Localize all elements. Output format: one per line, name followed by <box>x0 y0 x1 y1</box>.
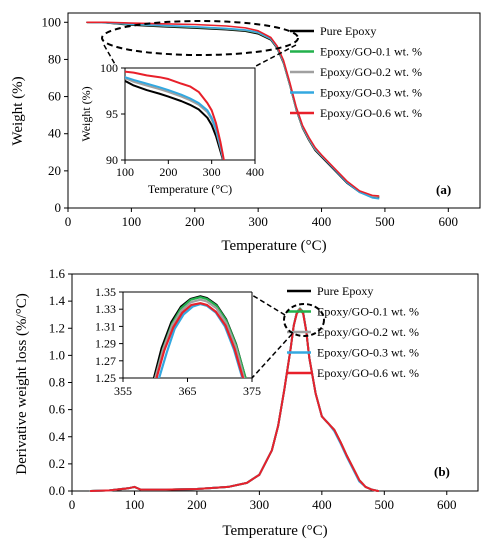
panel-a-inset-ticks: 100 200 300 400 90 95 100 <box>100 61 264 179</box>
legend-entry: Epoxy/GO-0.6 wt. % <box>320 106 422 120</box>
panel-b-y-label: Derivative weight loss (%/°C) <box>14 293 30 474</box>
y-tick-label: 1.2 <box>49 320 65 335</box>
x-tick-label: 355 <box>114 384 132 398</box>
y-tick-label: 40 <box>48 126 61 141</box>
x-tick-label: 200 <box>159 165 177 179</box>
y-tick-label: 20 <box>48 163 61 178</box>
y-tick-label: 1.4 <box>49 293 66 308</box>
y-tick-label: 0.2 <box>49 456 65 471</box>
legend-entry: Epoxy/GO-0.2 wt. % <box>317 325 419 339</box>
y-tick-label: 95 <box>106 107 118 121</box>
panel-a-frame <box>67 12 481 209</box>
x-tick-label: 0 <box>65 214 72 229</box>
panel-a-inset: 100 200 300 400 90 95 100 Temperature (°C) Wei… <box>79 61 264 196</box>
panel-b-zoom-connector-bottom <box>251 333 293 379</box>
x-tick-label: 300 <box>248 214 268 229</box>
x-tick-label: 200 <box>187 497 207 512</box>
x-tick-label: 100 <box>116 165 134 179</box>
panel-a-zoom-connector-left <box>103 44 117 67</box>
panel-a-legend: Pure Epoxy Epoxy/GO-0.1 wt. % Epoxy/GO-0.2… <box>290 24 422 120</box>
y-tick-label: 100 <box>42 14 62 29</box>
y-tick-label: 0.0 <box>49 483 65 498</box>
panel-a-inset-x-label: Temperature (°C) <box>148 182 232 196</box>
y-tick-label: 1.6 <box>49 266 66 281</box>
panel-b-inset-series <box>152 295 247 378</box>
panel-a-inset-series <box>125 70 225 160</box>
x-tick-label: 300 <box>203 165 221 179</box>
series-line <box>125 70 225 160</box>
legend-entry: Pure Epoxy <box>320 24 376 38</box>
panel-b-x-ticks: 0 100 200 300 400 500 600 <box>69 491 457 512</box>
x-tick-label: 500 <box>375 214 395 229</box>
y-tick-label: 0.4 <box>49 429 66 444</box>
y-tick-label: 90 <box>106 153 118 167</box>
x-tick-label: 500 <box>375 497 395 512</box>
panel-b-inset: 355 365 375 1.25 1.27 1.29 1.31 1.33 1.35 <box>95 285 261 398</box>
y-tick-label: 1.33 <box>95 302 116 316</box>
y-tick-label: 1.29 <box>95 337 116 351</box>
panel-a-y-ticks: 0 20 40 60 80 100 <box>42 14 68 215</box>
legend-entry: Epoxy/GO-0.3 wt. % <box>320 86 422 100</box>
y-tick-label: 100 <box>100 61 118 75</box>
x-tick-label: 375 <box>243 384 261 398</box>
legend-entry: Epoxy/GO-0.1 wt. % <box>320 45 422 59</box>
y-tick-label: 80 <box>48 51 61 66</box>
x-tick-label: 400 <box>312 497 332 512</box>
y-tick-label: 1.0 <box>49 347 65 362</box>
panel-a-inset-frame <box>124 67 256 161</box>
series-line <box>89 308 380 492</box>
legend-entry: Pure Epoxy <box>317 284 373 298</box>
panel-a-zoom-ellipse <box>101 20 299 56</box>
panel-b: 0 100 200 300 400 500 600 0.0 0.2 0.4 0.6 0.8 1.0 1.… <box>14 266 479 539</box>
y-tick-label: 1.25 <box>95 371 116 385</box>
panel-a: 0 100 200 300 400 500 600 0 20 40 60 80 100 Tempera… <box>10 12 481 254</box>
x-tick-label: 400 <box>312 214 332 229</box>
series-line <box>155 302 245 378</box>
x-tick-label: 300 <box>250 497 270 512</box>
legend-entry: Epoxy/GO-0.6 wt. % <box>317 366 419 380</box>
panel-a-tag: (a) <box>436 182 451 197</box>
panel-b-y-ticks: 0.0 0.2 0.4 0.6 0.8 1.0 1.2 1.4 1.6 <box>49 266 72 498</box>
series-line <box>86 21 380 197</box>
y-tick-label: 0 <box>55 200 62 215</box>
x-tick-label: 600 <box>437 497 457 512</box>
x-tick-label: 100 <box>122 214 142 229</box>
y-tick-label: 0.8 <box>49 375 65 390</box>
panel-b-zoom-connector-top <box>251 294 286 316</box>
panel-a-y-label: Weight (%) <box>10 76 26 145</box>
x-tick-label: 400 <box>246 165 264 179</box>
panel-a-x-ticks: 0 100 200 300 400 500 600 <box>65 208 458 229</box>
panel-b-legend: Pure Epoxy Epoxy/GO-0.1 wt. % Epoxy/GO-0.2… <box>287 284 419 380</box>
y-tick-label: 1.27 <box>95 354 116 368</box>
y-tick-label: 1.31 <box>95 319 116 333</box>
panel-b-x-label: Temperature (°C) <box>222 523 327 539</box>
panel-b-tag: (b) <box>434 464 450 479</box>
legend-entry: Epoxy/GO-0.3 wt. % <box>317 346 419 360</box>
x-tick-label: 200 <box>185 214 205 229</box>
y-tick-label: 0.6 <box>49 402 66 417</box>
panel-a-inset-y-label: Weight (%) <box>79 86 93 141</box>
x-tick-label: 600 <box>439 214 459 229</box>
panel-a-x-label: Temperature (°C) <box>221 238 326 254</box>
series-line <box>154 298 246 378</box>
legend-entry: Epoxy/GO-0.1 wt. % <box>317 305 419 319</box>
x-tick-label: 100 <box>125 497 145 512</box>
x-tick-label: 0 <box>69 497 76 512</box>
panel-b-zoom-ellipse <box>283 303 325 337</box>
legend-entry: Epoxy/GO-0.2 wt. % <box>320 65 422 79</box>
panel-a-series <box>86 21 380 200</box>
y-tick-label: 60 <box>48 89 61 104</box>
y-tick-label: 1.35 <box>95 285 116 299</box>
x-tick-label: 365 <box>179 384 197 398</box>
panel-b-inset-ticks: 355 365 375 1.25 1.27 1.29 1.31 1.33 1.35 <box>95 285 261 398</box>
